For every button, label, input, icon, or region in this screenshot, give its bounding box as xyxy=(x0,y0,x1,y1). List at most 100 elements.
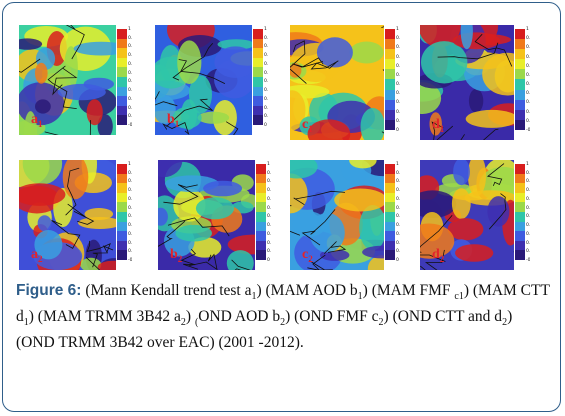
colorbar-tick-label: 0.9 xyxy=(396,36,400,42)
trend-contour-blob xyxy=(226,250,254,270)
colorbar-tick-label: 0.7 xyxy=(128,53,132,59)
country-boundary xyxy=(290,40,307,84)
colorbar-tick-label: 0.6 xyxy=(264,61,268,67)
trend-contour-blob xyxy=(155,95,176,125)
country-boundary xyxy=(52,67,78,96)
trend-contour-blob xyxy=(23,111,38,135)
colorbar-tick-label: 0.8 xyxy=(264,44,268,50)
colorbar-tick-label: 0 xyxy=(396,128,399,133)
colorbar-tick-label: 0.8 xyxy=(128,44,132,50)
colorbar-tick-label: 1 xyxy=(396,162,399,167)
country-boundary xyxy=(92,245,114,268)
trend-map xyxy=(155,25,252,135)
colorbar-segment xyxy=(385,250,395,260)
colorbar-tick-label: 0.7 xyxy=(526,54,530,60)
colorbar-segment xyxy=(253,67,263,77)
trend-contour-blob xyxy=(420,223,455,259)
colorbar-segment xyxy=(117,96,127,106)
colorbar xyxy=(385,29,395,130)
colorbar-tick-label: 0.8 xyxy=(526,179,530,185)
panel-label: b1 xyxy=(167,112,180,129)
colorbar-tick-label: 0.8 xyxy=(526,45,530,51)
colorbar-segment xyxy=(256,240,266,251)
colorbar-tick-label: 0.1 xyxy=(128,240,132,246)
trend-contour-blob xyxy=(35,99,51,114)
colorbar-tick-label: 0.5 xyxy=(396,72,400,78)
panel-label: d2 xyxy=(432,247,445,264)
colorbar-tick-label: 0.3 xyxy=(396,91,400,97)
country-boundary xyxy=(180,248,199,270)
colorbar xyxy=(117,29,127,125)
colorbar-segment xyxy=(385,183,395,193)
map-panel-a2: 1 0.9 0.8 0.7 0.6 0.5 0.4 0.3 0.2 0.1 0.05 -0.2 a2 xyxy=(19,160,132,270)
colorbar-tick-label: 0.5 xyxy=(264,70,268,76)
colorbar-tick-label: 0.9 xyxy=(526,170,530,176)
colorbar-segment xyxy=(256,221,266,232)
colorbar-tick-label: 0.7 xyxy=(396,54,400,60)
country-boundary xyxy=(51,220,81,249)
colorbar-tick-label: 0.3 xyxy=(128,88,132,94)
trend-contour-blob xyxy=(175,224,212,242)
trend-contour-blob xyxy=(482,52,514,96)
colorbar-tick-label: 0.8 xyxy=(396,45,400,51)
colorbar-segment xyxy=(515,211,525,222)
colorbar-segment xyxy=(256,231,266,241)
trend-contour-blob xyxy=(86,99,103,126)
colorbar-segment xyxy=(256,183,266,193)
country-boundary xyxy=(166,98,213,127)
trend-contour-blob xyxy=(420,82,442,114)
colorbar-tick-label: 0.05 xyxy=(526,249,530,255)
trend-contour-blob xyxy=(22,160,63,185)
colorbar-tick-label: 0.8 xyxy=(396,179,400,185)
colorbar-tick-label: 0.1 xyxy=(526,240,530,246)
colorbar-segment xyxy=(515,79,525,90)
colorbar-segment xyxy=(385,202,395,212)
colorbar-tick-label: 0.7 xyxy=(264,53,268,59)
colorbar xyxy=(256,164,266,260)
colorbar-segment xyxy=(515,173,525,184)
colorbar-tick-label: 0.4 xyxy=(264,79,268,85)
country-boundary xyxy=(89,120,91,135)
country-boundary xyxy=(86,240,111,253)
colorbar-tick-label: -0.1 xyxy=(128,123,132,128)
colorbar-segment xyxy=(117,192,127,203)
colorbar xyxy=(515,164,525,260)
country-boundary xyxy=(67,203,95,225)
trend-contour-blob xyxy=(203,180,243,197)
colorbar-tick-label: 0 xyxy=(267,258,270,263)
colorbar-tick-label: 0.6 xyxy=(128,61,132,67)
trend-contour-blob xyxy=(19,183,66,206)
country-boundary xyxy=(437,42,499,60)
colorbar xyxy=(515,29,525,130)
colorbar-segment xyxy=(117,38,127,49)
colorbar-segment xyxy=(385,39,395,50)
trend-contour-blob xyxy=(64,46,78,90)
colorbar-segment xyxy=(256,250,266,260)
colorbar-segment xyxy=(117,76,127,87)
colorbar-tick-label: -0.2 xyxy=(526,258,530,263)
colorbar-segment xyxy=(515,250,525,260)
colorbar-tick-label: 0.5 xyxy=(526,72,530,78)
trend-contour-blob xyxy=(468,88,484,113)
trend-map xyxy=(420,25,514,140)
colorbar-tick-label: 0.5 xyxy=(128,205,132,211)
trend-contour-blob xyxy=(188,237,222,258)
trend-contour-blob xyxy=(97,260,116,270)
colorbar-tick-label: 0.1 xyxy=(267,240,271,246)
colorbar-segment xyxy=(515,99,525,110)
colorbar-segment xyxy=(385,49,395,60)
country-boundary xyxy=(162,122,190,135)
colorbar-tick-label: 0 xyxy=(396,258,399,263)
trend-contour-blob xyxy=(360,107,384,140)
trend-map xyxy=(420,160,514,270)
colorbar-tick-label: 0.7 xyxy=(396,188,400,194)
colorbar-tick-label: 1 xyxy=(264,27,267,32)
colorbar-segment xyxy=(385,231,395,241)
colorbar-segment xyxy=(253,115,263,125)
country-boundary xyxy=(310,60,339,70)
colorbar-segment xyxy=(117,211,127,222)
colorbar-tick-label: 1 xyxy=(267,162,270,167)
colorbar-tick-label: -0.2 xyxy=(526,128,530,133)
colorbar-segment xyxy=(515,49,525,60)
trend-map xyxy=(158,160,255,270)
